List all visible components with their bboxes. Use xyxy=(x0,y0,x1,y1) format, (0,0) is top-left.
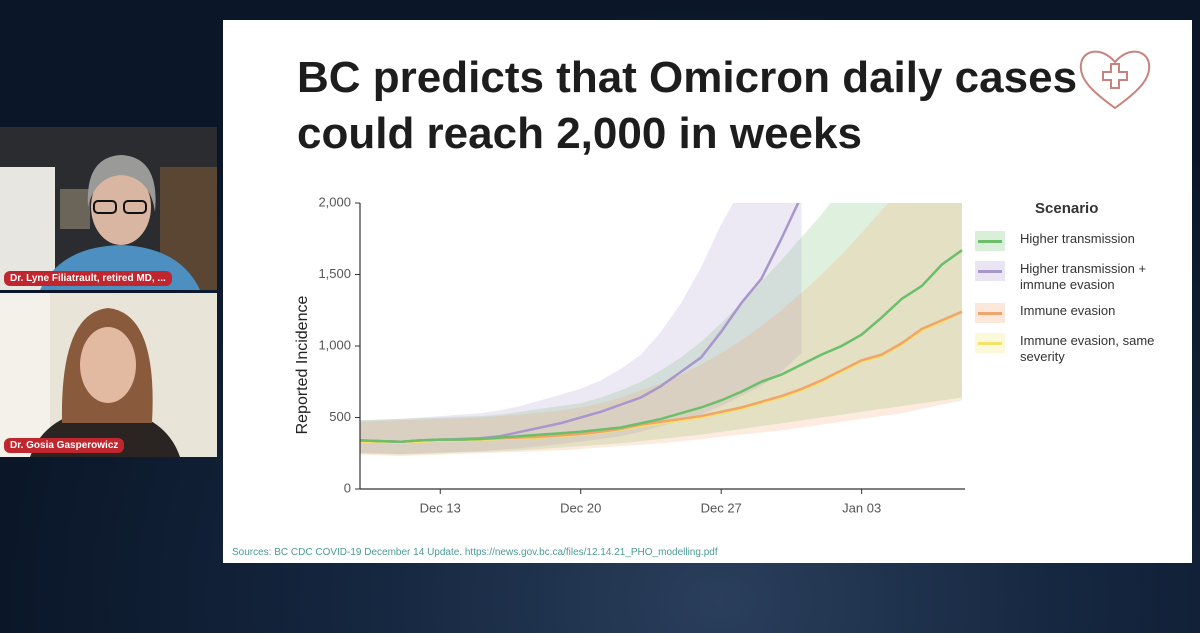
legend-item: Immune evasion, same severity xyxy=(975,333,1185,365)
uncertainty-band xyxy=(360,203,962,457)
legend-line xyxy=(978,312,1002,315)
legend-swatch xyxy=(975,303,1005,323)
legend-swatch xyxy=(975,333,1005,353)
series-line xyxy=(360,249,963,444)
participant-tile[interactable]: Dr. Lyne Filiatrault, retired MD, ... xyxy=(0,127,217,290)
face xyxy=(80,327,136,403)
legend-label: Immune evasion xyxy=(1020,303,1116,318)
legend-item: Immune evasion xyxy=(975,303,1185,323)
legend-swatch xyxy=(975,231,1005,251)
source-note: Sources: BC CDC COVID-19 December 14 Upd… xyxy=(232,547,718,558)
glasses xyxy=(93,200,117,214)
x-tick-label: Dec 20 xyxy=(560,500,601,515)
y-axis-label: Reported Incidence xyxy=(294,296,311,435)
participant-name: Dr. Gosia Gasperowicz xyxy=(4,438,125,453)
participant-tile[interactable]: Dr. Gosia Gasperowicz xyxy=(0,293,217,457)
plot-area xyxy=(360,203,963,457)
shutter xyxy=(0,293,50,457)
door xyxy=(0,167,55,290)
y-tick-label: 1,000 xyxy=(318,337,351,352)
y-tick-label: 0 xyxy=(344,480,351,495)
legend-item: Higher transmission xyxy=(975,231,1185,251)
legend-label: Immune evasion, same severity xyxy=(1020,333,1155,364)
x-tick-label: Dec 27 xyxy=(701,500,742,515)
y-tick-label: 2,000 xyxy=(318,194,351,209)
video-feed xyxy=(0,155,217,290)
slide: BC predicts that Omicron daily cases cou… xyxy=(223,20,1192,563)
y-tick-label: 1,500 xyxy=(318,266,351,281)
hair xyxy=(87,155,156,212)
frame xyxy=(60,189,90,229)
legend-item: Higher transmission + immune evasion xyxy=(975,261,1185,293)
legend-label: Higher transmission + immune evasion xyxy=(1020,261,1147,292)
legend-line xyxy=(978,342,1002,345)
legend-label: Higher transmission xyxy=(1020,231,1135,246)
face xyxy=(91,169,151,245)
legend-line xyxy=(978,240,1002,243)
heart-icon xyxy=(1079,50,1151,110)
uncertainty-band xyxy=(360,203,962,455)
legend: Scenario Higher transmission Higher trans… xyxy=(975,200,1185,375)
legend-swatch xyxy=(975,261,1005,281)
y-tick-label: 500 xyxy=(329,409,351,424)
participant-name: Dr. Lyne Filiatrault, retired MD, ... xyxy=(4,271,172,286)
video-feed xyxy=(0,293,180,457)
x-tick-label: Jan 03 xyxy=(842,500,881,515)
legend-line xyxy=(978,270,1002,273)
slide-title: BC predicts that Omicron daily cases cou… xyxy=(297,53,1078,158)
legend-title: Scenario xyxy=(1035,200,1099,217)
glasses xyxy=(123,200,147,214)
uncertainty-band xyxy=(360,203,802,454)
x-tick-label: Dec 13 xyxy=(420,500,461,515)
chart: Reported Incidence 0 500 1,000 1,500 2,000 De… xyxy=(294,194,965,515)
